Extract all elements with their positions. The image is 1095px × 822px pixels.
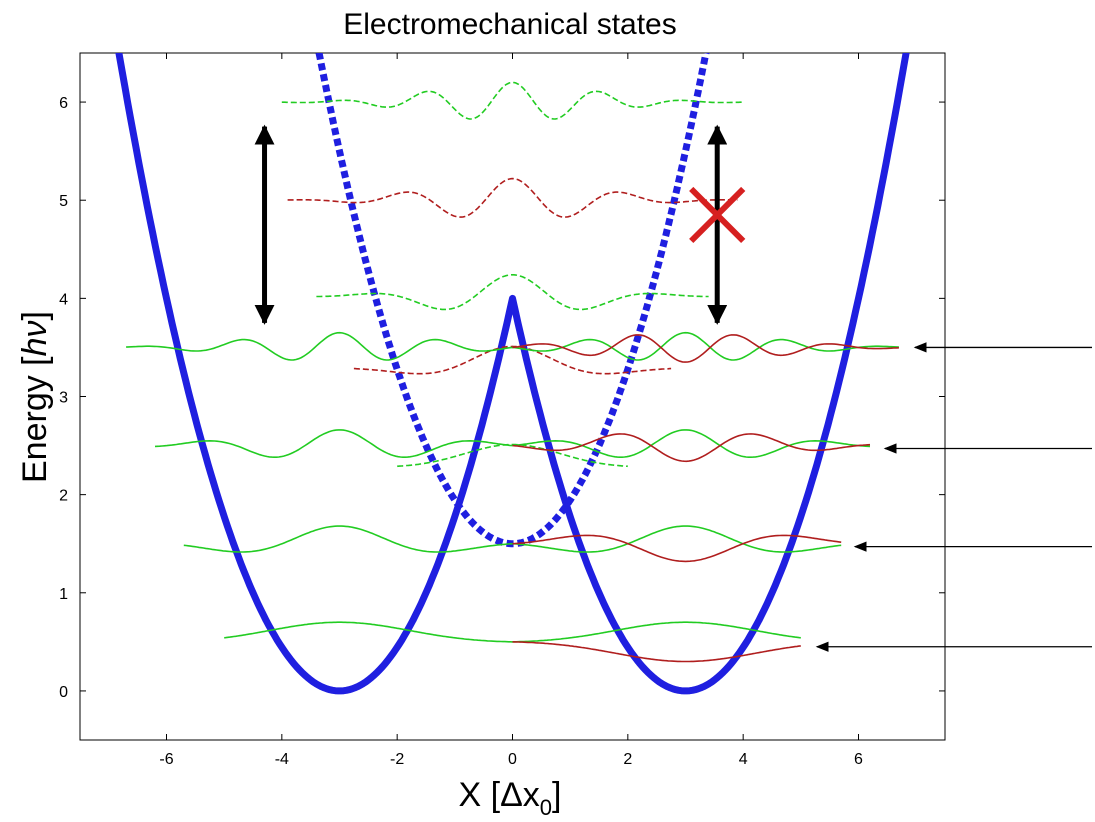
x-axis-label: X [Δx0] bbox=[459, 776, 562, 820]
cross-mark bbox=[689, 186, 746, 244]
wavefunction-red bbox=[512, 334, 899, 363]
y-tick-label: 6 bbox=[59, 95, 68, 112]
series-harmonic bbox=[315, 53, 710, 548]
wavefunction-dashed bbox=[281, 81, 744, 120]
y-tick-label: 2 bbox=[59, 488, 68, 505]
x-tick-label: -6 bbox=[159, 751, 173, 768]
plot-frame bbox=[79, 52, 946, 741]
wavefunction-dashed bbox=[316, 273, 709, 311]
wavefunction-red bbox=[512, 433, 871, 463]
wavefunction-dashed bbox=[353, 345, 672, 375]
wavefunction-dashed bbox=[397, 443, 628, 468]
y-tick-label: 0 bbox=[59, 684, 68, 701]
wavefunction-solid bbox=[224, 621, 801, 643]
annotations bbox=[254, 124, 1092, 652]
x-tick-label: -4 bbox=[275, 751, 289, 768]
x-tick-label: 4 bbox=[739, 751, 748, 768]
x-tick-label: 6 bbox=[854, 751, 863, 768]
y-axis-label: Energy [hν] bbox=[16, 311, 54, 483]
wavefunction-red bbox=[512, 641, 801, 663]
series-double-well bbox=[115, 53, 910, 695]
axis-ticks: -6 -4 -2 0 2 4 6 0 1 2 3 4 5 6 bbox=[59, 53, 945, 768]
wavefunction-solid bbox=[183, 525, 842, 553]
x-tick-label: 0 bbox=[508, 751, 517, 768]
chart-title: Electromechanical states bbox=[343, 8, 677, 41]
y-tick-label: 3 bbox=[59, 390, 68, 407]
wavefunction-red bbox=[512, 534, 842, 563]
y-tick-label: 1 bbox=[59, 586, 68, 603]
wavefunction-dashed bbox=[287, 177, 738, 218]
x-tick-label: 2 bbox=[623, 751, 632, 768]
y-tick-label: 4 bbox=[59, 291, 68, 308]
y-tick-label: 5 bbox=[59, 193, 68, 210]
wavefunctions bbox=[126, 81, 899, 663]
x-tick-label: -2 bbox=[390, 751, 404, 768]
wavefunction-solid bbox=[154, 429, 871, 459]
